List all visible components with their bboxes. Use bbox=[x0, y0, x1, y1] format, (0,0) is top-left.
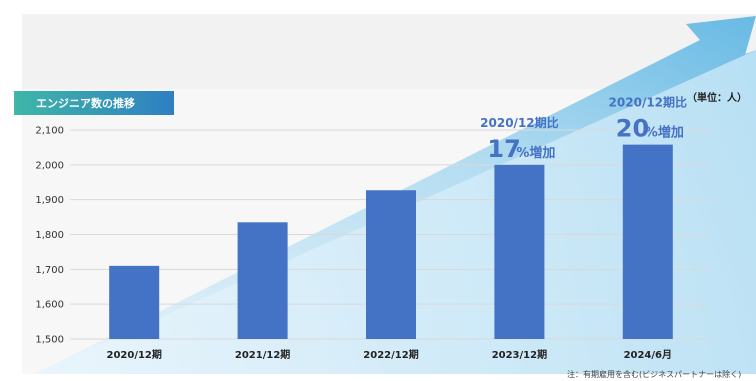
x-axis-categories: 2020/12期 2021/12期 2022/12期 2023/12期 2024/6月 bbox=[106, 348, 672, 361]
x-category-label: 2023/12期 bbox=[492, 348, 547, 361]
y-tick-label: 2,100 bbox=[35, 126, 64, 137]
y-tick-label: 1,600 bbox=[35, 300, 64, 311]
footnote: 注：有期雇用を含む(ビジネスパートナーは除く) bbox=[567, 369, 741, 379]
annotation-label: 2020/12期比 bbox=[609, 95, 687, 110]
bar bbox=[622, 144, 673, 339]
y-tick-label: 1,900 bbox=[35, 195, 64, 206]
bar bbox=[366, 190, 416, 339]
chart-title-box bbox=[14, 91, 174, 115]
annotation-percent: 20 bbox=[616, 115, 649, 143]
unit-label: （単位：人） bbox=[687, 91, 747, 104]
annotation-suffix: %増加 bbox=[645, 125, 684, 141]
y-axis-ticks: 1,500 1,600 1,700 1,800 1,900 2,000 2,100 bbox=[35, 126, 64, 346]
y-tick-label: 1,700 bbox=[35, 265, 64, 276]
annotation-percent: 17 bbox=[487, 135, 520, 163]
chart-title: エンジニア数の推移 bbox=[36, 96, 135, 110]
annotation-label: 2020/12期比 bbox=[480, 115, 558, 130]
bar bbox=[109, 265, 160, 339]
x-category-label: 2021/12期 bbox=[235, 348, 290, 361]
y-tick-label: 1,800 bbox=[35, 230, 64, 241]
x-category-label: 2022/12期 bbox=[363, 348, 418, 361]
annotation-suffix: %増加 bbox=[516, 145, 555, 161]
x-category-label: 2024/6月 bbox=[624, 349, 672, 361]
y-tick-label: 2,000 bbox=[35, 160, 64, 171]
bars bbox=[109, 144, 673, 339]
x-category-label: 2020/12期 bbox=[106, 348, 161, 361]
bar bbox=[237, 222, 288, 339]
y-tick-label: 1,500 bbox=[35, 335, 64, 346]
bar bbox=[494, 164, 545, 339]
